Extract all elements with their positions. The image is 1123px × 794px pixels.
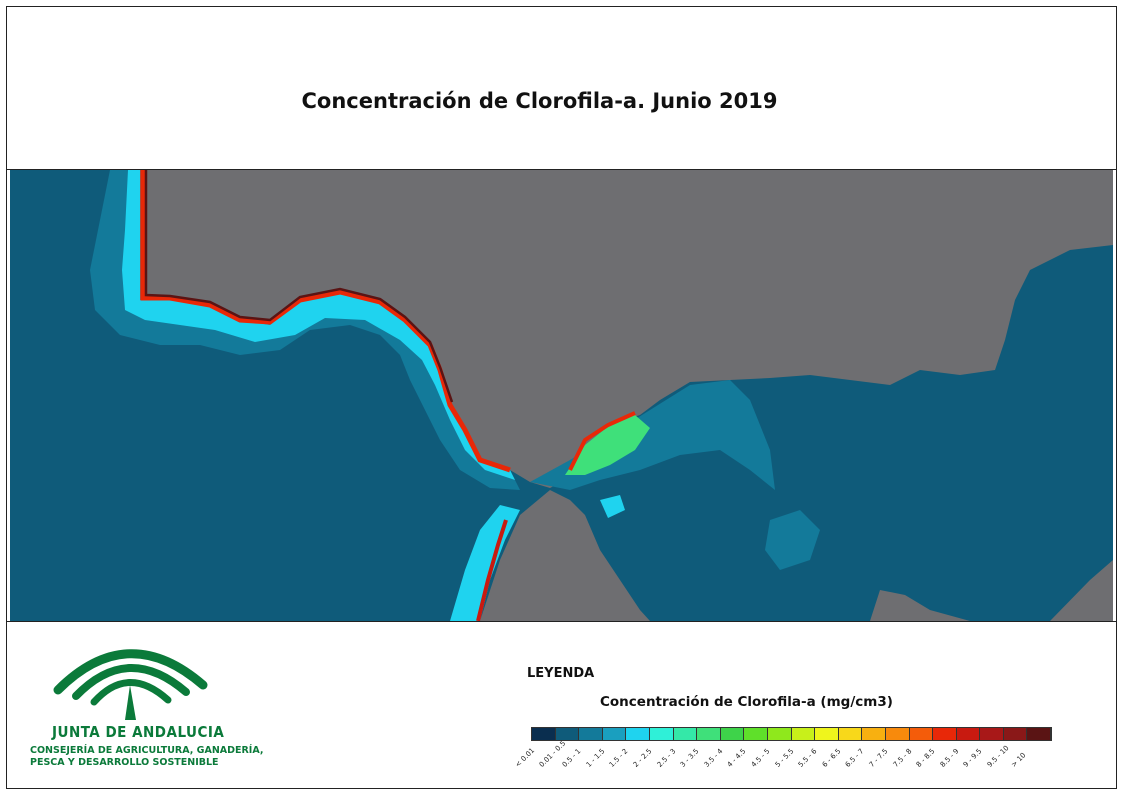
chlorophyll-map [10,170,1113,621]
land-iberia [140,170,1113,488]
legend-swatch [602,728,627,740]
legend-swatch [744,728,768,740]
org-department: CONSEJERÍA DE AGRICULTURA, GANADERÍA, PE… [30,745,263,769]
legend-label: 5 - 5.5 [773,747,795,769]
chlorophyll-morocco-high [476,519,508,621]
chlorophyll-band-portugal [90,170,520,490]
legend-swatch [933,728,957,740]
chlorophyll-patch-small [600,495,625,518]
legend-label: 5.5 - 6 [796,747,819,769]
legend-label: 6.5 - 7 [844,747,866,769]
legend-label: > 10 [1009,751,1028,769]
land-africa-east [870,590,970,621]
legend-label: 7.5 - 8 [891,747,913,769]
legend-label: 8 - 8.5 [914,747,937,769]
land-africa-far-east [1050,560,1113,621]
legend-heading: LEYENDA [527,666,595,681]
land-africa [480,490,650,621]
legend-swatch [1027,728,1052,740]
legend-color-bar [531,727,1053,741]
legend-label: 4.5 - 5 [749,747,772,769]
footer-divider [7,621,1116,622]
legend-swatch [815,728,839,740]
legend-label: 6 - 6.5 [820,747,843,769]
legend-label: 2.5 - 3 [655,747,677,769]
legend-label: 8.5 - 9 [938,747,961,769]
chlorophyll-coast-high [140,170,511,473]
legend-swatch [555,728,580,740]
legend-label: 4 - 4.5 [726,747,748,769]
legend-swatch [885,728,910,740]
chlorophyll-patch-offshore [765,510,820,570]
title-panel: Concentración de Clorofila-a. Junio 2019 [7,7,1116,170]
legend-swatch [956,728,981,740]
map-svg [10,170,1113,621]
legend-swatch [579,728,603,740]
legend-swatch [909,728,934,740]
legend-label: 9 - 9.5 [962,747,984,769]
org-department-line2: PESCA Y DESARROLLO SOSTENIBLE [30,757,219,768]
legend-swatch [720,728,745,740]
org-department-line1: CONSEJERÍA DE AGRICULTURA, GANADERÍA, [30,745,264,756]
legend-label: 7 - 7.5 [867,747,890,769]
org-name: JUNTA DE ANDALUCIA [52,723,225,741]
legend-swatch [697,728,721,740]
legend-label: 3.5 - 4 [702,747,725,769]
legend-swatch [649,728,674,740]
legend-label: 1.5 - 2 [608,747,630,769]
chlorophyll-coast-peak [144,170,454,403]
legend-swatch [791,728,816,740]
legend-label: 0.5 - 1 [560,747,583,769]
legend-label: 3 - 3.5 [678,747,701,769]
legend-swatch [1003,728,1028,740]
legend-subtitle: Concentración de Clorofila-a (mg/cm3) [600,694,893,710]
chlorophyll-band-inner [122,170,515,480]
chlorophyll-band-alboran-inner [565,415,650,475]
legend-swatch [673,728,698,740]
legend-swatch [862,728,886,740]
junta-logo [28,630,258,780]
legend-swatch [767,728,792,740]
legend-label: 1 - 1.5 [584,747,607,769]
legend-swatch [626,728,650,740]
legend-swatch [838,728,863,740]
map-title: Concentración de Clorofila-a. Junio 2019 [301,89,778,113]
legend-swatch [980,728,1004,740]
legend-label: 9.5 - 10 [985,744,1011,769]
legend-swatch [532,728,556,740]
legend-label: 2 - 2.5 [631,747,654,769]
chlorophyll-alboran-high [568,411,636,471]
junta-emblem-icon [53,649,208,720]
